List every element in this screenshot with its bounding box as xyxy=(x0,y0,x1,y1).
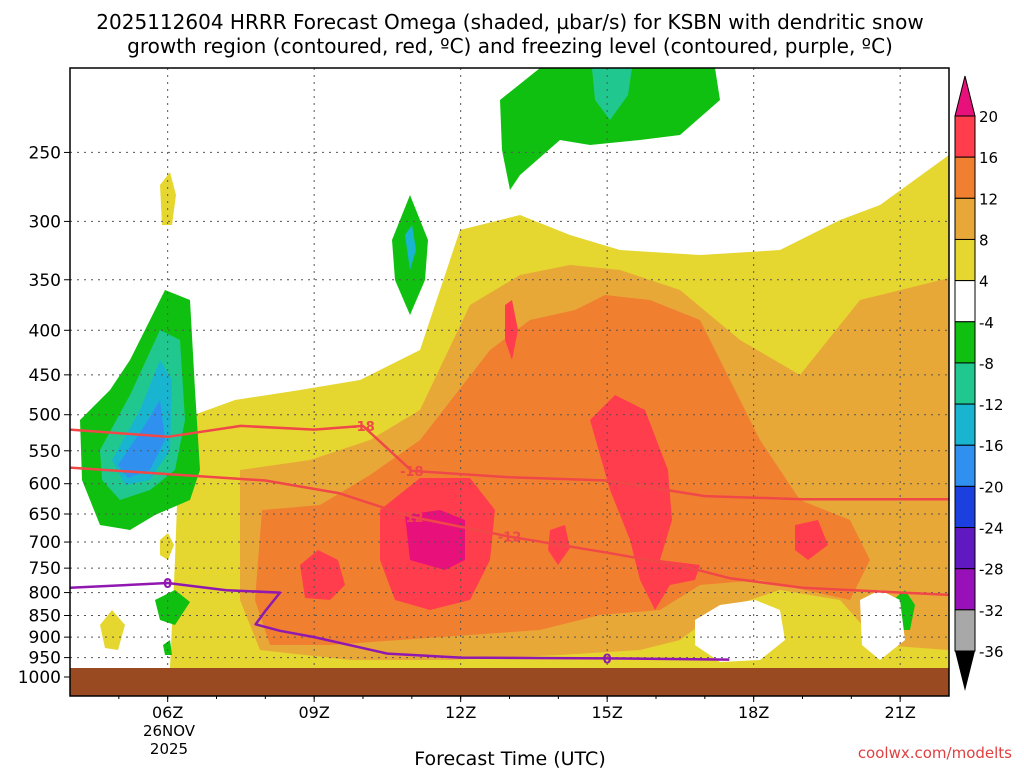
colorbar-swatch xyxy=(954,280,976,323)
colorbar-label: -16 xyxy=(979,437,1004,455)
y-tick-label: 700 xyxy=(29,533,61,553)
colorbar-swatch xyxy=(954,321,976,364)
freezing-contour-label: 0 xyxy=(163,577,172,592)
y-tick-label: 550 xyxy=(29,442,61,462)
colorbar-label: -32 xyxy=(979,602,1004,620)
colorbar-label: -20 xyxy=(979,478,1004,496)
x-axis: 06Z 09Z 12Z 15Z 18Z 21Z xyxy=(118,696,916,722)
colorbar-swatch xyxy=(954,197,976,240)
contour-lines: -18 -18 -12 -12 0 0 xyxy=(69,420,950,667)
x-tick-label: 12Z xyxy=(445,703,476,722)
y-tick-label: 850 xyxy=(29,607,61,627)
colorbar-bottom-arrow xyxy=(955,651,975,691)
colorbar: 20 16 12 8 4 -4 -8 -12 -16 -20 -24 -28 -32 -36 xyxy=(954,75,1004,691)
omega-region-minus16-20-a xyxy=(118,400,165,478)
omega-region-4-8-g xyxy=(160,172,176,225)
y-axis: 2503003504004505005506006507007508008509… xyxy=(18,143,70,688)
dendritic-contour-line xyxy=(69,466,950,597)
grid-lines xyxy=(70,68,949,668)
colorbar-top-arrow xyxy=(954,75,976,117)
date-label-line1: 26NOV xyxy=(143,722,196,740)
y-tick-label: 750 xyxy=(29,559,61,579)
dendritic-contour-label: -12 xyxy=(498,531,522,546)
y-tick-label: 350 xyxy=(29,271,61,291)
freezing-contour-line xyxy=(69,581,730,661)
colorbar-swatch xyxy=(954,238,976,282)
colorbar-swatch xyxy=(954,568,976,611)
omega-hole-white-b xyxy=(860,590,905,660)
y-tick-label: 300 xyxy=(29,212,61,232)
colorbar-label: -4 xyxy=(979,314,994,332)
colorbar-swatch xyxy=(954,609,976,652)
colorbar-label: -36 xyxy=(979,643,1004,661)
x-tick-label: 06Z xyxy=(152,703,183,722)
colorbar-label: -24 xyxy=(979,520,1004,538)
credit-text[interactable]: coolwx.com/modelts xyxy=(858,744,1012,762)
colorbar-label: 16 xyxy=(979,149,998,167)
omega-region-minus4-8-f xyxy=(163,640,172,655)
x-axis-title: Forecast Time (UTC) xyxy=(414,748,605,768)
colorbar-label: -28 xyxy=(979,561,1004,579)
y-tick-label: 650 xyxy=(29,505,61,525)
colorbar-label: 20 xyxy=(979,108,998,126)
colorbar-label: -8 xyxy=(979,355,994,373)
y-tick-label: 900 xyxy=(29,628,61,648)
y-tick-label: 1000 xyxy=(18,668,61,688)
omega-region-minus8-12-c xyxy=(405,225,416,270)
y-tick-label: 800 xyxy=(29,584,61,604)
y-tick-label: 400 xyxy=(29,321,61,341)
dendritic-contour-label: -18 xyxy=(400,465,424,480)
colorbar-label: 12 xyxy=(979,190,998,208)
dendritic-contour-label: -12 xyxy=(400,511,424,526)
date-label-line2: 2025 xyxy=(150,740,188,758)
omega-region-16-20-d xyxy=(795,520,828,560)
omega-region-4-8-j xyxy=(210,620,240,660)
dendritic-contour-label: -18 xyxy=(351,420,375,435)
chart-title-line1: 2025112604 HRRR Forecast Omega (shaded, … xyxy=(96,10,923,34)
x-tick-label: 18Z xyxy=(738,703,769,722)
x-tick-label: 15Z xyxy=(592,703,623,722)
colorbar-label: -12 xyxy=(979,396,1004,414)
omega-region-minus4-8-d xyxy=(155,590,190,625)
colorbar-swatch xyxy=(954,485,976,529)
x-tick-label: 09Z xyxy=(299,703,330,722)
colorbar-swatch xyxy=(954,403,976,446)
colorbar-swatch xyxy=(954,444,976,487)
omega-shading xyxy=(70,68,949,696)
x-tick-label: 21Z xyxy=(885,703,916,722)
colorbar-swatch xyxy=(954,115,976,158)
y-tick-label: 450 xyxy=(29,366,61,386)
y-tick-label: 500 xyxy=(29,406,61,426)
chart-title-line2: growth region (contoured, red, ºC) and f… xyxy=(127,34,893,58)
omega-region-minus4-8-b xyxy=(500,68,720,190)
freezing-contour-label: 0 xyxy=(603,652,612,667)
y-tick-label: 600 xyxy=(29,475,61,495)
colorbar-swatch xyxy=(954,527,976,570)
omega-region-16-20-b xyxy=(590,395,700,610)
omega-region-4-8-i xyxy=(100,610,125,650)
colorbar-swatch xyxy=(954,156,976,199)
y-tick-label: 950 xyxy=(29,649,61,669)
colorbar-label: 8 xyxy=(979,231,989,249)
omega-region-minus8-12-b xyxy=(592,68,632,120)
omega-region-16-20-c xyxy=(300,550,345,600)
colorbar-swatch xyxy=(954,362,976,405)
y-tick-label: 250 xyxy=(29,143,61,163)
ground-surface xyxy=(70,668,949,696)
colorbar-label: 4 xyxy=(979,273,989,291)
dendritic-contour-line xyxy=(69,424,949,501)
omega-hole-white-a xyxy=(695,600,785,662)
omega-region-4-8-h xyxy=(160,533,174,560)
